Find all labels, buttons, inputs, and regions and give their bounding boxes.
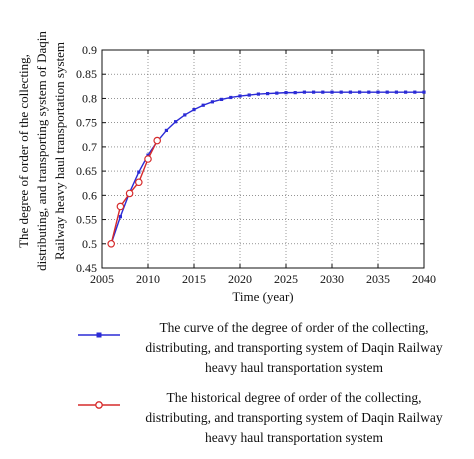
data-point-curve bbox=[146, 153, 150, 157]
y-tick-label: 0.7 bbox=[82, 140, 97, 154]
y-tick-label: 0.55 bbox=[76, 213, 97, 227]
data-point-curve bbox=[348, 90, 352, 94]
y-tick-label: 0.9 bbox=[82, 43, 97, 57]
data-point-curve bbox=[422, 90, 426, 94]
legend-label-historical-line-3: heavy haul transportation system bbox=[204, 430, 384, 445]
data-point-curve bbox=[220, 97, 224, 102]
data-point-curve bbox=[339, 90, 343, 94]
y-tick-label: 0.8 bbox=[82, 91, 97, 105]
x-tick-label: 2025 bbox=[274, 272, 298, 286]
data-point-curve bbox=[247, 93, 251, 97]
y-tick-label: 0.75 bbox=[76, 116, 97, 130]
data-point-curve bbox=[275, 91, 279, 95]
x-tick-label: 2010 bbox=[136, 272, 160, 286]
legend: The curve of the degree of order of the … bbox=[78, 318, 468, 458]
x-tick-label: 2005 bbox=[90, 272, 114, 286]
legend-label-curve: The curve of the degree of order of the … bbox=[124, 318, 464, 378]
data-point-curve bbox=[385, 90, 389, 94]
y-axis-title: The degree of order of the collecting, di… bbox=[16, 31, 67, 271]
x-tick-label: 2035 bbox=[366, 272, 390, 286]
data-point-curve bbox=[256, 92, 260, 96]
x-tick-label: 2030 bbox=[320, 272, 344, 286]
data-point-curve bbox=[376, 90, 380, 94]
data-point-curve bbox=[210, 100, 214, 104]
data-point-curve bbox=[413, 90, 417, 94]
chart: 2005 2010 2015 2020 2025 2030 2035 2040 0.45 0.5 0… bbox=[16, 31, 436, 304]
data-point-curve bbox=[118, 215, 122, 219]
data-point-curve bbox=[312, 90, 316, 94]
series-line-curve bbox=[110, 91, 424, 245]
legend-label-historical: The historical degree of order of the co… bbox=[124, 388, 464, 448]
y-axis-title-line: distributing, and transporting system of… bbox=[34, 31, 49, 271]
legend-marker-circle bbox=[95, 401, 103, 409]
data-point-curve bbox=[183, 113, 187, 117]
legend-swatch-historical bbox=[78, 401, 120, 409]
legend-swatch-curve bbox=[78, 332, 120, 338]
y-axis-title-line: Railway heavy haul transportation system bbox=[52, 42, 67, 260]
legend-marker-square bbox=[96, 332, 102, 338]
data-point-historical bbox=[107, 239, 116, 248]
plot-frame bbox=[101, 49, 425, 269]
legend-label-curve-line-1: The curve of the degree of order of the … bbox=[159, 320, 429, 335]
data-point-curve bbox=[358, 90, 362, 94]
data-point-curve bbox=[367, 90, 371, 94]
legend-item-historical: The historical degree of order of the co… bbox=[78, 388, 468, 450]
legend-label-curve-line-3: heavy haul transportation system bbox=[204, 360, 384, 375]
data-point-curve bbox=[302, 90, 306, 94]
data-point-curve bbox=[164, 128, 168, 133]
data-point-historical bbox=[144, 155, 152, 163]
y-tick-label: 0.85 bbox=[76, 67, 97, 81]
data-point-curve bbox=[238, 94, 242, 98]
y-axis-title-line: The degree of order of the collecting, bbox=[16, 54, 31, 248]
x-tick-label: 2040 bbox=[412, 272, 436, 286]
data-point-historical bbox=[116, 202, 125, 211]
legend-label-curve-line-2: distributing, and transporting system of… bbox=[145, 340, 443, 355]
data-point-curve bbox=[284, 91, 288, 95]
data-point-curve bbox=[330, 90, 334, 94]
legend-item-curve: The curve of the degree of order of the … bbox=[78, 318, 468, 380]
x-tick-label: 2020 bbox=[228, 272, 252, 286]
y-tick-label: 0.5 bbox=[82, 237, 97, 251]
data-point-historical bbox=[135, 178, 143, 187]
data-point-curve bbox=[137, 170, 141, 174]
legend-label-historical-line-2: distributing, and transporting system of… bbox=[145, 410, 443, 425]
legend-label-historical-line-1: The historical degree of order of the co… bbox=[166, 390, 422, 405]
data-point-curve bbox=[321, 90, 325, 94]
data-point-curve bbox=[229, 95, 233, 100]
x-axis-title: Time (year) bbox=[232, 289, 293, 304]
data-point-curve bbox=[404, 90, 408, 94]
data-point-historical bbox=[153, 136, 162, 145]
data-point-curve bbox=[201, 103, 205, 107]
data-point-curve bbox=[293, 91, 297, 95]
data-point-historical bbox=[125, 189, 134, 198]
y-tick-label: 0.45 bbox=[76, 261, 97, 275]
x-tick-label: 2015 bbox=[182, 272, 206, 286]
data-point-curve bbox=[394, 90, 398, 94]
data-point-curve bbox=[266, 92, 270, 96]
data-point-curve bbox=[192, 107, 196, 112]
y-tick-label: 0.65 bbox=[76, 164, 97, 178]
y-tick-label: 0.6 bbox=[82, 188, 97, 202]
data-point-curve bbox=[174, 120, 178, 124]
